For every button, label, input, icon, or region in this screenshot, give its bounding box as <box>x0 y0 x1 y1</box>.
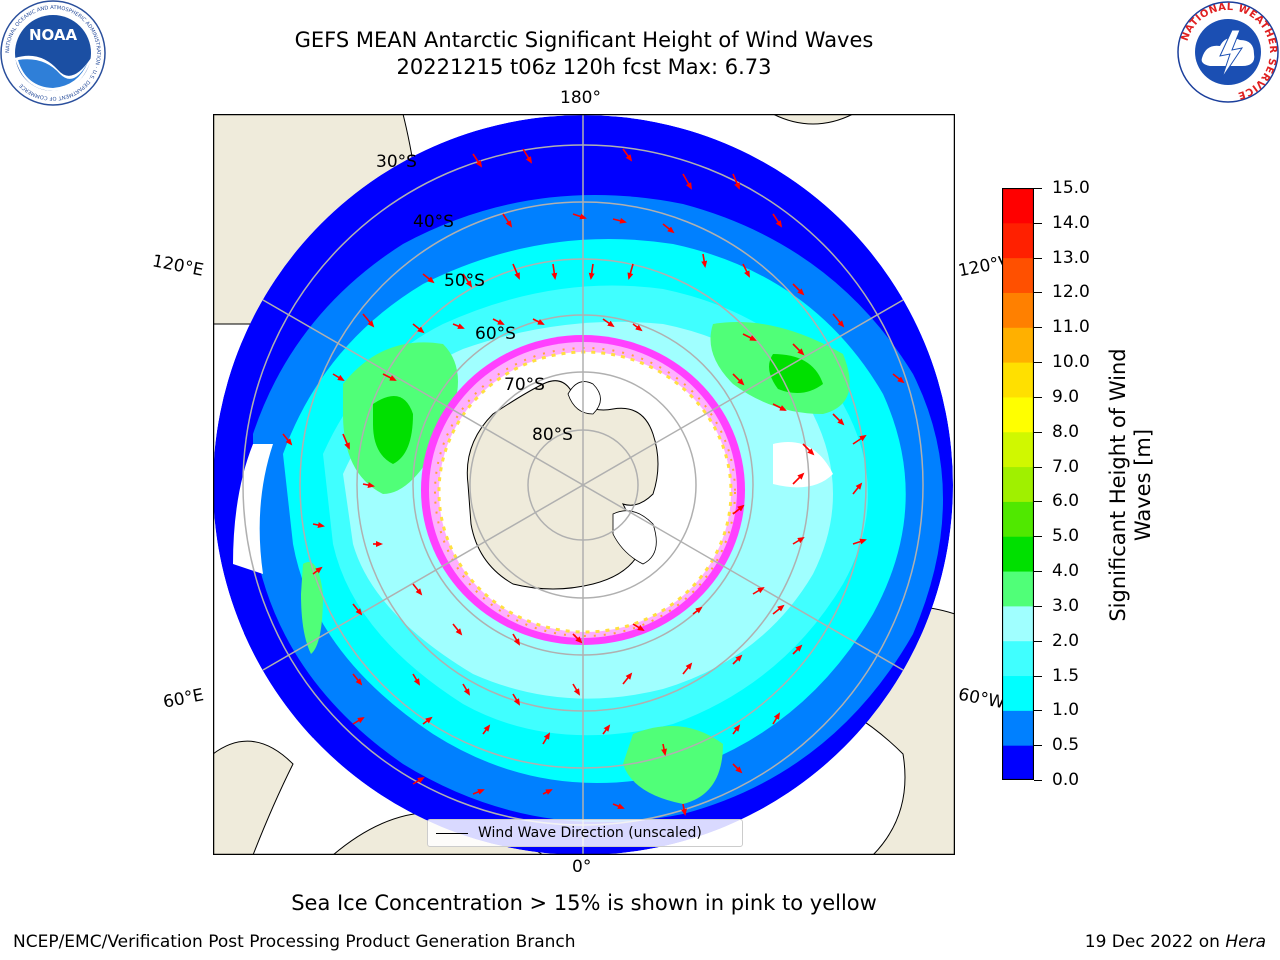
colorbar-tick-label: 15.0 <box>1052 178 1090 198</box>
colorbar-segment <box>1002 571 1034 607</box>
colorbar-tickmark <box>1034 710 1042 712</box>
colorbar-segment <box>1002 396 1034 433</box>
wave-direction-arrows <box>282 148 905 816</box>
colorbar-label: Significant Height of Wind Waves [m] <box>1106 348 1155 622</box>
nws-logo: NATIONAL WEATHER SERVICE <box>1177 1 1279 103</box>
chart-title: GEFS MEAN Antarctic Significant Height o… <box>294 28 874 52</box>
colorbar-segment <box>1002 292 1034 328</box>
colorbar-tick-label: 3.0 <box>1052 595 1080 616</box>
colorbar-tick-label: 10.0 <box>1052 352 1090 373</box>
colorbar-tickmark <box>1034 257 1042 259</box>
colorbar-tick-label: 1.0 <box>1052 700 1080 721</box>
colorbar-tick-label: 9.0 <box>1052 386 1080 407</box>
colorbar-segment <box>1002 327 1034 363</box>
graticule <box>242 115 924 855</box>
lon-label-180: 180° <box>560 88 601 108</box>
colorbar-tick-label: 6.0 <box>1052 491 1080 512</box>
colorbar-tickmark <box>1034 188 1042 189</box>
colorbar-tick-label: 4.0 <box>1052 561 1080 582</box>
antarctica-land <box>466 380 659 590</box>
colorbar-segment <box>1002 222 1034 259</box>
colorbar-segment <box>1002 257 1034 293</box>
colorbar-tick-label: 11.0 <box>1052 317 1090 338</box>
colorbar-tickmark <box>1034 222 1042 224</box>
colorbar-segment <box>1002 675 1034 711</box>
colorbar-segment <box>1002 640 1034 677</box>
antarctic-wave-map <box>213 114 955 855</box>
colorbar-segment <box>1002 745 1034 780</box>
colorbar-tick-label: 8.0 <box>1052 421 1080 442</box>
colorbar-tick-label: 0.5 <box>1052 735 1080 756</box>
map-legend: Wind Wave Direction (unscaled) <box>427 819 743 847</box>
lon-label-120e: 120°E <box>150 251 206 281</box>
colorbar-tick-label: 5.0 <box>1052 526 1080 547</box>
colorbar-segment <box>1002 188 1034 224</box>
lon-label-60w: 60°W <box>956 684 1007 714</box>
colorbar-tickmark <box>1034 431 1042 433</box>
colorbar-tick-label: 7.0 <box>1052 456 1080 477</box>
colorbar-tickmark <box>1034 292 1042 294</box>
colorbar-tickmark <box>1034 780 1042 781</box>
colorbar-tickmark <box>1034 327 1042 329</box>
colorbar-tickmark <box>1034 571 1042 573</box>
noaa-logo-text: NOAA <box>29 26 78 44</box>
colorbar-tickmark <box>1034 675 1042 677</box>
colorbar-segment <box>1002 431 1034 468</box>
lat-label-50s: 50°S <box>444 271 485 291</box>
noaa-logo: NOAA NATIONAL OCEANIC AND ATMOSPHERIC AD… <box>0 0 106 106</box>
chart-subtitle: 20221215 t06z 120h fcst Max: 6.73 <box>396 55 772 79</box>
lon-label-60e: 60°E <box>161 685 206 713</box>
colorbar-tick-label: 12.0 <box>1052 282 1090 303</box>
lat-label-30s: 30°S <box>376 152 417 172</box>
colorbar-tick-label: 13.0 <box>1052 247 1090 268</box>
colorbar-tickmark <box>1034 362 1042 364</box>
generation-date: 19 Dec 2022 on Hera <box>1084 932 1266 952</box>
colorbar-tick-label: 0.0 <box>1052 770 1080 790</box>
colorbar-segment <box>1002 362 1034 398</box>
sea-ice-footnote: Sea Ice Concentration > 15% is shown in … <box>291 891 877 915</box>
lat-label-60s: 60°S <box>475 324 516 344</box>
colorbar-segment <box>1002 536 1034 572</box>
colorbar-tickmark <box>1034 466 1042 468</box>
lon-label-0: 0° <box>572 857 592 877</box>
colorbar-segment <box>1002 605 1034 642</box>
colorbar-tickmark <box>1034 640 1042 642</box>
credit-text: NCEP/EMC/Verification Post Processing Pr… <box>13 932 576 952</box>
colorbar-tickmark <box>1034 605 1042 607</box>
colorbar-tickmark <box>1034 501 1042 503</box>
colorbar-tick-label: 2.0 <box>1052 630 1080 651</box>
colorbar-tick-label: 1.5 <box>1052 665 1080 686</box>
host-name: Hera <box>1225 932 1266 952</box>
colorbar-segment <box>1002 501 1034 537</box>
colorbar-tickmark <box>1034 745 1042 747</box>
legend-line-icon <box>436 833 468 834</box>
lat-label-40s: 40°S <box>413 212 454 232</box>
colorbar-tick-label: 14.0 <box>1052 212 1090 233</box>
ocean-field <box>213 115 953 855</box>
colorbar-segment <box>1002 710 1034 746</box>
legend-label: Wind Wave Direction (unscaled) <box>478 825 702 841</box>
colorbar-tickmark <box>1034 396 1042 398</box>
lat-label-70s: 70°S <box>504 375 545 395</box>
colorbar-tickmark <box>1034 536 1042 538</box>
colorbar-segment <box>1002 466 1034 502</box>
colorbar <box>1002 188 1034 780</box>
lat-label-80s: 80°S <box>532 425 573 445</box>
